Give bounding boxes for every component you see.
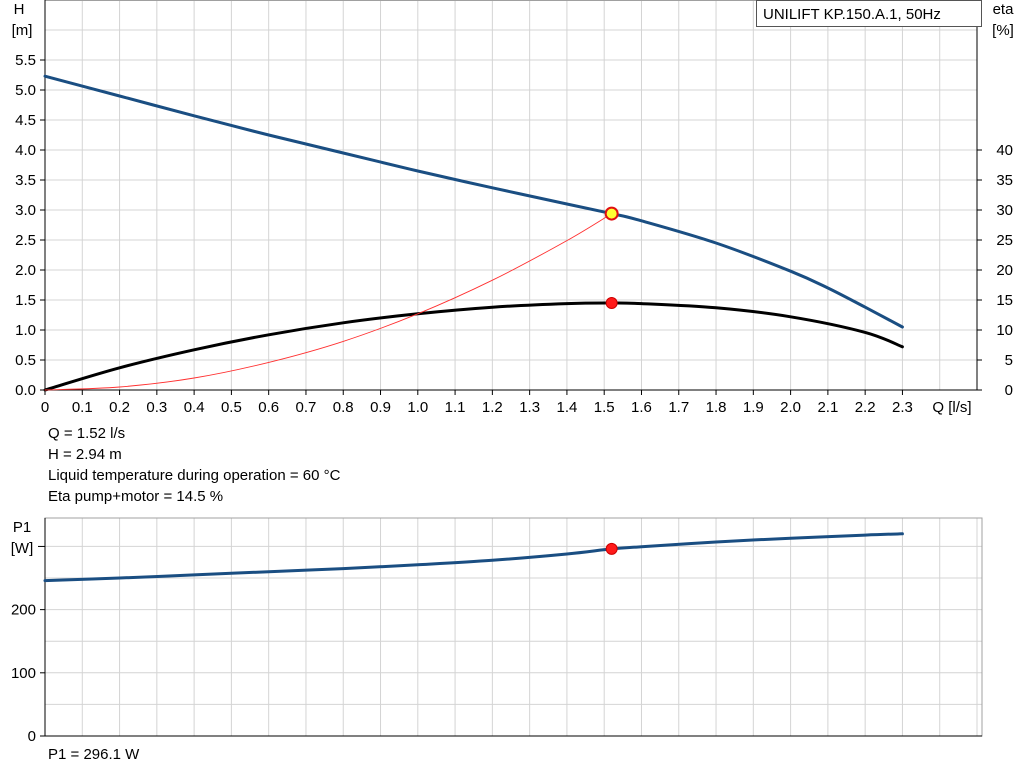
series-system-curve-line — [44, 213, 613, 391]
x-tick-label: 1.8 — [706, 399, 727, 416]
y-right-tick-label: 10 — [996, 322, 1013, 339]
legend-frame — [756, 0, 982, 27]
y-right-tick-label: 40 — [996, 142, 1013, 159]
x-axis-label: Q [l/s] — [932, 399, 971, 416]
y-right-axis-label: eta — [993, 1, 1015, 18]
x-tick-label: 0.4 — [184, 399, 205, 416]
x-tick-label: 1.0 — [407, 399, 428, 416]
x-tick-label: 2.3 — [892, 399, 913, 416]
series-P1-line — [43, 532, 904, 583]
x-tick-label: 0.7 — [296, 399, 317, 416]
series-H-line — [43, 74, 904, 329]
plot-frame — [44, 517, 983, 737]
x-tick-label: 1.6 — [631, 399, 652, 416]
plot-frame — [44, 0, 978, 391]
x-tick-label: 0.5 — [221, 399, 242, 416]
y-left-axis-unit: [W] — [11, 540, 34, 557]
y-right-tick-label: 20 — [996, 262, 1013, 279]
series-eta-line — [43, 301, 904, 392]
x-tick-label: 0.3 — [146, 399, 167, 416]
y-left-tick-label: 2.0 — [15, 262, 36, 279]
y-right-tick-label: 30 — [996, 202, 1013, 219]
x-tick-label: 0.9 — [370, 399, 391, 416]
x-tick-label: 2.2 — [855, 399, 876, 416]
head-eta-chart: 0 0.1 0.2 0.3 0.4 0.5 0.6 0.7 0.8 0.9 1.0 1.1 1.2 1.3… — [12, 0, 1015, 416]
y-left-tick-label: 0.5 — [15, 352, 36, 369]
info-temperature: Liquid temperature during operation = 60… — [48, 467, 341, 484]
x-tick-label: 2.1 — [817, 399, 838, 416]
info-eta: Eta pump+motor = 14.5 % — [48, 488, 224, 505]
x-tick-label: 0 — [41, 399, 49, 416]
y-left-tick-label: 4.0 — [15, 142, 36, 159]
y-left-tick-label: 4.5 — [15, 112, 36, 129]
y-right-tick-label: 0 — [1005, 382, 1013, 399]
x-tick-label: 0.6 — [258, 399, 279, 416]
x-tick-label: 2.0 — [780, 399, 801, 416]
x-tick-label: 1.3 — [519, 399, 540, 416]
x-tick-label: 0.8 — [333, 399, 354, 416]
y-left-tick-label: 200 — [11, 602, 36, 619]
y-right-tick-label: 15 — [996, 292, 1013, 309]
x-tick-label: 0.2 — [109, 399, 130, 416]
y-left-tick-label: 100 — [11, 665, 36, 682]
x-tick-label: 1.2 — [482, 399, 503, 416]
y-left-axis-label: P1 — [13, 519, 31, 536]
y-left-tick-label: 1.5 — [15, 292, 36, 309]
y-left-tick-label: 3.0 — [15, 202, 36, 219]
y-left-tick-label: 3.5 — [15, 172, 36, 189]
x-tick-label: 1.9 — [743, 399, 764, 416]
x-tick-label: 1.1 — [445, 399, 466, 416]
y-right-axis-unit: [%] — [992, 22, 1014, 39]
x-tick-label: 1.4 — [556, 399, 577, 416]
legend-label: UNILIFT KP.150.A.1, 50Hz — [763, 6, 941, 23]
eta-duty-point — [605, 297, 618, 309]
x-tick-label: 1.7 — [668, 399, 689, 416]
y-right-tick-label: 25 — [996, 232, 1013, 249]
y-left-tick-label: 0 — [28, 728, 36, 745]
x-tick-label: 1.5 — [594, 399, 615, 416]
y-left-axis-label: H — [14, 1, 25, 18]
y-left-tick-label: 1.0 — [15, 322, 36, 339]
power-duty-point — [605, 542, 618, 555]
info-flow: Q = 1.52 l/s — [48, 425, 126, 442]
y-left-axis-unit: [m] — [12, 22, 33, 39]
y-left-tick-label: 5.5 — [15, 52, 36, 69]
y-left-tick-label: 2.5 — [15, 232, 36, 249]
y-left-tick-label: 0.0 — [15, 382, 36, 399]
y-right-tick-label: 35 — [996, 172, 1013, 189]
info-head: H = 2.94 m — [48, 446, 122, 463]
y-right-tick-label: 5 — [1005, 352, 1013, 369]
info-power: P1 = 296.1 W — [48, 746, 140, 763]
head-duty-point — [604, 206, 619, 221]
power-chart: 0 100 200 P1 [W] — [11, 517, 983, 745]
x-tick-label: 0.1 — [72, 399, 93, 416]
y-left-tick-label: 5.0 — [15, 82, 36, 99]
legend: UNILIFT KP.150.A.1, 50Hz — [756, 0, 982, 27]
